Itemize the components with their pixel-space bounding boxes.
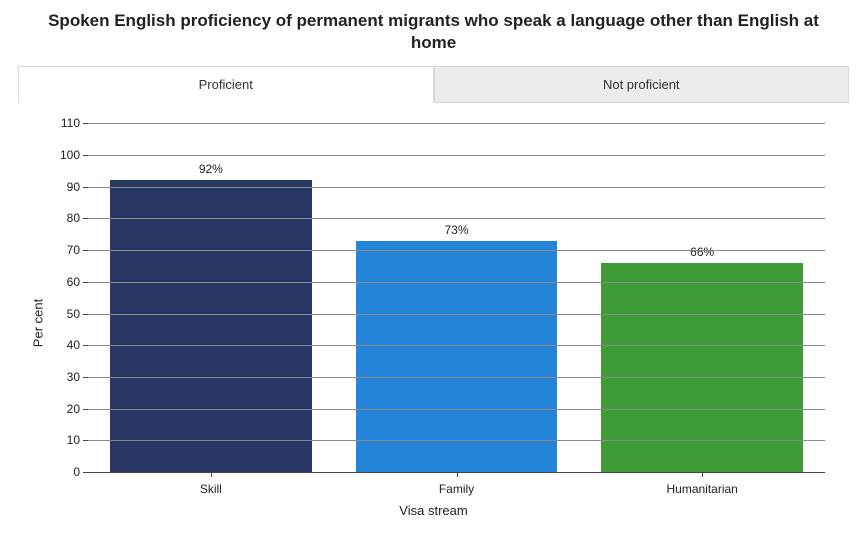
y-tick-label: 80 xyxy=(67,211,88,225)
y-tick-label: 20 xyxy=(67,402,88,416)
y-tick-label: 110 xyxy=(61,116,88,130)
y-tick-label: 100 xyxy=(60,148,88,162)
bar: 92% xyxy=(110,180,311,472)
y-tick-label: 50 xyxy=(67,307,88,321)
gridline xyxy=(88,218,825,219)
gridline xyxy=(88,472,825,473)
gridline xyxy=(88,409,825,410)
x-axis-label: Visa stream xyxy=(399,503,467,518)
y-tick-label: 0 xyxy=(73,465,88,479)
gridline xyxy=(88,123,825,124)
gridline xyxy=(88,282,825,283)
y-tick-label: 70 xyxy=(67,243,88,257)
tab-not-proficient[interactable]: Not proficient xyxy=(434,66,850,103)
gridline xyxy=(88,250,825,251)
gridline xyxy=(88,440,825,441)
gridline xyxy=(88,314,825,315)
y-tick-label: 40 xyxy=(67,338,88,352)
chart-container: Per cent 92%Skill73%Family66%Humanitaria… xyxy=(18,102,849,542)
gridline xyxy=(88,155,825,156)
y-tick-label: 10 xyxy=(67,433,88,447)
tab-proficient[interactable]: Proficient xyxy=(18,66,434,103)
y-tick-label: 90 xyxy=(67,180,88,194)
bar-value-label: 73% xyxy=(444,223,468,241)
bar: 73% xyxy=(356,241,557,473)
bar-value-label: 66% xyxy=(690,245,714,263)
plot-area: 92%Skill73%Family66%Humanitarian 0102030… xyxy=(88,123,825,472)
y-axis-label: Per cent xyxy=(31,298,46,346)
bar-slot: 92%Skill xyxy=(88,123,334,472)
gridline xyxy=(88,187,825,188)
bar-value-label: 92% xyxy=(199,162,223,180)
tabs: Proficient Not proficient xyxy=(18,66,849,103)
y-tick-label: 30 xyxy=(67,370,88,384)
gridline xyxy=(88,377,825,378)
gridline xyxy=(88,345,825,346)
bar-slot: 66%Humanitarian xyxy=(579,123,825,472)
chart-title: Spoken English proficiency of permanent … xyxy=(0,0,867,60)
y-tick-label: 60 xyxy=(67,275,88,289)
bar-slot: 73%Family xyxy=(334,123,580,472)
bars-layer: 92%Skill73%Family66%Humanitarian xyxy=(88,123,825,472)
